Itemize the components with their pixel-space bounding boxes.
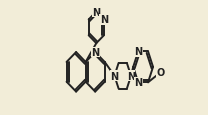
Text: N: N [92, 7, 100, 17]
Text: N: N [134, 47, 142, 57]
Text: N: N [134, 78, 142, 88]
Text: O: O [156, 68, 164, 78]
Text: N: N [100, 15, 108, 25]
Text: N: N [91, 48, 99, 58]
Text: N: N [127, 71, 135, 81]
Text: N: N [110, 71, 119, 81]
